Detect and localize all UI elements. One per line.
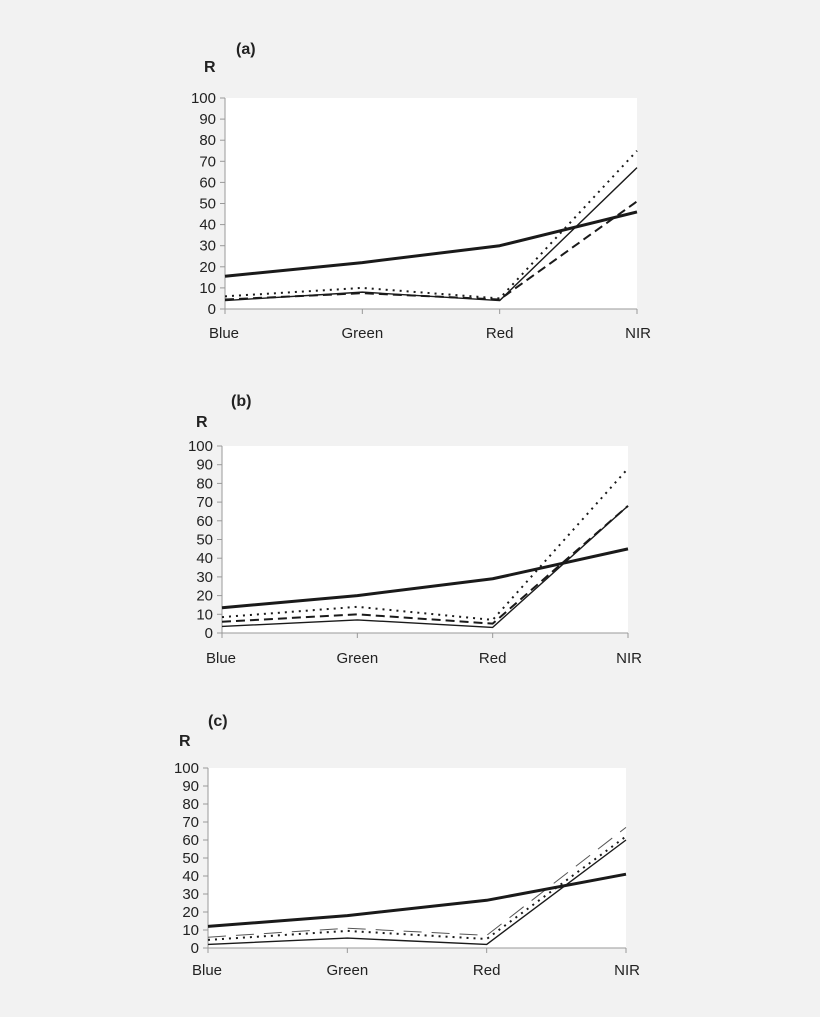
y-tick-label: 70 — [199, 153, 216, 170]
y-tick-label: 30 — [199, 238, 216, 255]
y-tick-label: 40 — [196, 550, 213, 567]
y-tick-label: 0 — [191, 940, 199, 957]
y-tick-label: 60 — [182, 832, 199, 849]
x-tick-label: Blue — [192, 962, 222, 979]
y-tick-label: 80 — [196, 475, 213, 492]
y-tick-label: 90 — [196, 457, 213, 474]
y-axis-label: R — [179, 733, 191, 750]
y-tick-label: 0 — [208, 301, 216, 318]
y-tick-label: 90 — [199, 111, 216, 128]
x-tick-label: Red — [473, 962, 501, 979]
x-tick-label: Blue — [209, 325, 239, 342]
y-tick-label: 20 — [182, 904, 199, 921]
series-line-thick-solid — [224, 210, 638, 278]
y-tick-label: 100 — [174, 760, 199, 777]
plot-area — [208, 768, 626, 948]
y-tick-label: 70 — [196, 494, 213, 511]
x-tick-label: Red — [479, 650, 507, 667]
x-tick-label: Red — [486, 325, 514, 342]
y-tick-label: 100 — [191, 90, 216, 107]
y-tick-label: 80 — [199, 132, 216, 149]
y-tick-label: 50 — [199, 196, 216, 213]
y-tick-label: 80 — [182, 796, 199, 813]
series-line-thin-solid — [224, 167, 638, 302]
y-tick-label: 50 — [196, 532, 213, 549]
series-line-thin-solid — [221, 505, 629, 629]
y-tick-label: 30 — [182, 886, 199, 903]
y-tick-label: 90 — [182, 778, 199, 795]
y-tick-label: 40 — [199, 217, 216, 234]
y-tick-label: 40 — [182, 868, 199, 885]
y-axis-label: R — [196, 414, 208, 431]
chart-title: (c) — [208, 713, 228, 730]
series-line-dotted — [221, 467, 629, 621]
x-tick-label: NIR — [625, 325, 651, 342]
x-tick-label: Green — [341, 325, 383, 342]
y-tick-label: 70 — [182, 814, 199, 831]
x-tick-label: Green — [326, 962, 368, 979]
y-tick-label: 30 — [196, 569, 213, 586]
chart-a: 0 10 20 30 40 50 60 70 80 90 100 Blue Green Red NIR (a)… — [191, 41, 651, 342]
y-tick-label: 60 — [199, 174, 216, 191]
y-tick-label: 10 — [199, 280, 216, 297]
y-tick-label: 100 — [188, 438, 213, 455]
x-tick-label: NIR — [616, 650, 642, 667]
y-tick-label: 10 — [182, 922, 199, 939]
y-tick-label: 60 — [196, 513, 213, 530]
series-line-thin-solid — [207, 839, 627, 946]
y-tick-label: 20 — [199, 259, 216, 276]
y-tick-label: 50 — [182, 850, 199, 867]
y-tick-label: 10 — [196, 606, 213, 623]
plot-area — [225, 98, 637, 309]
series-line-dashed — [221, 505, 629, 625]
chart-title: (a) — [236, 41, 256, 58]
series-line-long-dashed-thin — [207, 827, 627, 938]
series-line-thick-solid — [207, 872, 627, 928]
series-line-thick-solid — [221, 547, 629, 610]
y-tick-label: 20 — [196, 588, 213, 605]
x-tick-label: NIR — [614, 962, 640, 979]
x-tick-label: Blue — [206, 650, 236, 667]
chart-title: (b) — [231, 393, 251, 410]
plot-area — [222, 446, 628, 633]
y-axis-label: R — [204, 59, 216, 76]
y-tick-label: 0 — [205, 625, 213, 642]
x-tick-label: Green — [336, 650, 378, 667]
